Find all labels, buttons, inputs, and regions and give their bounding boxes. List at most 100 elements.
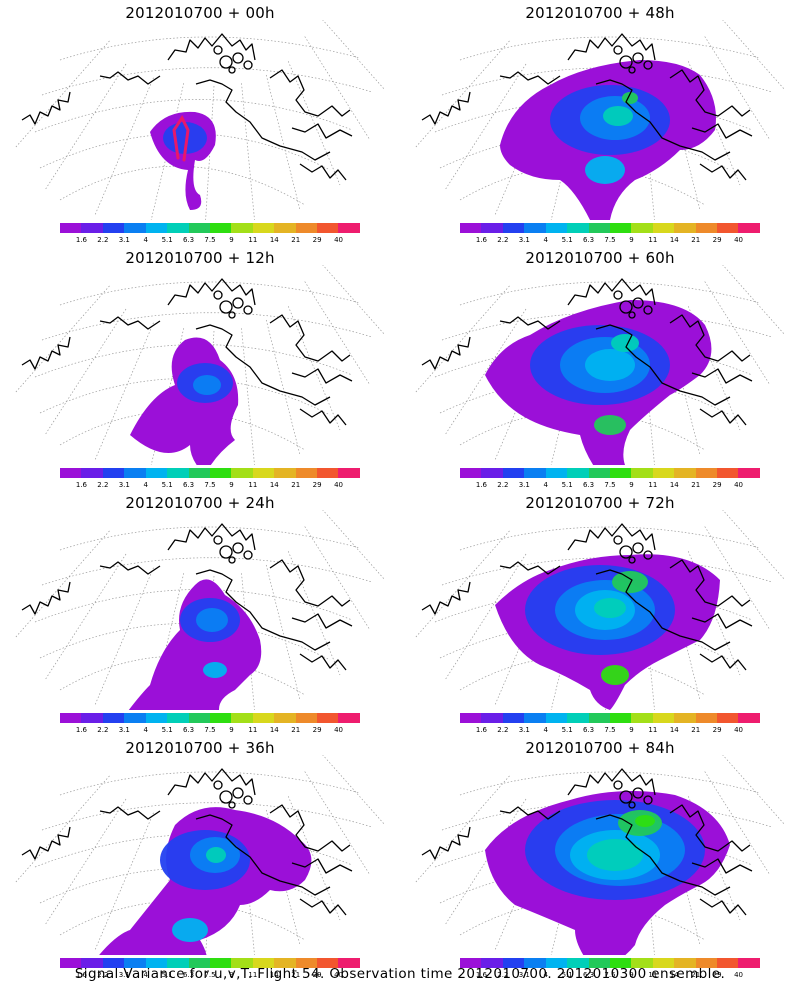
colorbar-swatch bbox=[295, 958, 318, 968]
colorbar-swatch bbox=[81, 468, 103, 478]
colorbar-tick-label: 4 bbox=[143, 481, 148, 489]
variance-field bbox=[485, 300, 712, 465]
coastline-segment bbox=[195, 79, 331, 161]
variance-field bbox=[130, 337, 239, 465]
colorbar bbox=[460, 223, 760, 235]
meridian-line bbox=[304, 526, 371, 631]
latitude-line bbox=[459, 771, 761, 796]
colorbar-tick-label: 5.1 bbox=[561, 236, 573, 244]
colorbar-tick-label: 1.6 bbox=[75, 726, 87, 734]
coastline-segment bbox=[499, 806, 561, 820]
colorbar bbox=[60, 468, 360, 480]
latitude-line bbox=[59, 165, 306, 206]
island bbox=[228, 801, 236, 809]
colorbar-tick-label: 11 bbox=[648, 726, 658, 734]
colorbar-labels: 1.6 2.2 3.1 4 5.1 6.3 7.5 9 11 14 21 29 40 bbox=[460, 481, 760, 491]
colorbar-tick-label: 2.2 bbox=[97, 726, 109, 734]
colorbar-swatch bbox=[295, 223, 318, 233]
meridian-line bbox=[722, 510, 786, 581]
variance-contour bbox=[611, 334, 639, 352]
meridian-line bbox=[94, 322, 154, 461]
colorbar-tick-label: 1.6 bbox=[75, 971, 87, 979]
colorbar-tick-label: 11 bbox=[648, 971, 658, 979]
island bbox=[613, 290, 623, 300]
colorbar-labels: 1.6 2.2 3.1 4 5.1 6.3 7.5 9 11 14 21 29 40 bbox=[60, 481, 360, 491]
coastline-segment bbox=[291, 368, 353, 384]
colorbar-swatch bbox=[609, 958, 632, 968]
coastline-segment bbox=[699, 653, 747, 671]
map-panel-84h: 2012010700 + 84h 1.6 2.2 3.1 4 5.1 6.3 7.5 9 11 1… bbox=[400, 735, 800, 980]
colorbar-tick-label: 1.6 bbox=[475, 726, 487, 734]
meridian-line bbox=[444, 308, 527, 436]
colorbar-tick-label: 7.5 bbox=[204, 726, 216, 734]
variance-map bbox=[14, 20, 386, 220]
meridian-line bbox=[287, 551, 341, 676]
colorbar-tick-label: 2.2 bbox=[497, 726, 509, 734]
meridian-line bbox=[722, 755, 786, 826]
latitude-line bbox=[59, 281, 361, 306]
colorbar-tick-label: 21 bbox=[291, 236, 301, 244]
meridian-line bbox=[287, 306, 341, 431]
panel-title: 2012010700 + 00h bbox=[125, 4, 275, 22]
variance-contour bbox=[603, 106, 633, 126]
coastline-segment bbox=[167, 33, 256, 61]
colorbar-tick-label: 3.1 bbox=[118, 726, 130, 734]
meridian-line bbox=[265, 319, 301, 456]
colorbar-tick-label: 1.6 bbox=[475, 481, 487, 489]
colorbar-swatch bbox=[567, 223, 589, 233]
colorbar-swatch bbox=[631, 958, 653, 968]
colorbar-swatch bbox=[60, 958, 82, 968]
colorbar-tick-label: 9 bbox=[629, 236, 634, 244]
meridian-line bbox=[665, 564, 701, 701]
colorbar-labels: 1.6 2.2 3.1 4 5.1 6.3 7.5 9 11 14 21 29 40 bbox=[60, 971, 360, 981]
colorbar-tick-label: 2.2 bbox=[497, 481, 509, 489]
colorbar-tick-label: 21 bbox=[291, 971, 301, 979]
flight-path bbox=[172, 115, 190, 162]
colorbar-swatch bbox=[567, 713, 589, 723]
colorbar-swatch bbox=[231, 468, 253, 478]
meridian-line bbox=[94, 77, 154, 216]
coastline-segment bbox=[595, 569, 731, 651]
colorbar-swatch bbox=[631, 468, 653, 478]
panel-title: 2012010700 + 84h bbox=[525, 739, 675, 757]
colorbar-tick-label: 3.1 bbox=[118, 971, 130, 979]
meridian-line bbox=[304, 281, 371, 386]
colorbar-tick-label: 9 bbox=[629, 726, 634, 734]
colorbar-swatch bbox=[145, 223, 168, 233]
meridian-line bbox=[94, 812, 154, 951]
meridian-line bbox=[444, 553, 527, 681]
graticule bbox=[14, 20, 386, 220]
coastline-segment bbox=[167, 278, 256, 306]
variance-map bbox=[414, 510, 786, 710]
colorbar-swatch bbox=[588, 468, 610, 478]
colorbar-tick-label: 2.2 bbox=[497, 236, 509, 244]
coastline bbox=[21, 278, 353, 426]
colorbar-tick-label: 21 bbox=[291, 481, 301, 489]
colorbar-swatch bbox=[502, 468, 525, 478]
meridian-line bbox=[14, 775, 110, 884]
meridian-line bbox=[287, 796, 341, 921]
coastline-segment bbox=[691, 368, 753, 384]
colorbar-swatch bbox=[567, 958, 589, 968]
colorbar-tick-label: 29 bbox=[312, 726, 322, 734]
colorbar-tick-label: 14 bbox=[269, 726, 279, 734]
colorbar-tick-label: 1.6 bbox=[75, 481, 87, 489]
island bbox=[632, 52, 644, 64]
coastline-segment bbox=[691, 123, 753, 139]
colorbar-tick-label: 6.3 bbox=[182, 726, 195, 734]
island bbox=[243, 60, 253, 70]
colorbar-swatch bbox=[145, 468, 168, 478]
colorbar-tick-label: 11 bbox=[648, 481, 658, 489]
island bbox=[228, 556, 236, 564]
colorbar-tick-label: 14 bbox=[669, 971, 679, 979]
colorbar-swatch bbox=[167, 713, 189, 723]
island bbox=[619, 545, 633, 559]
island bbox=[643, 795, 653, 805]
island bbox=[643, 60, 653, 70]
colorbar-tick-label: 2.2 bbox=[97, 971, 109, 979]
colorbar-tick-label: 29 bbox=[712, 726, 722, 734]
colorbar-tick-label: 1.6 bbox=[475, 971, 487, 979]
colorbar-swatch bbox=[717, 713, 739, 723]
colorbar-swatch bbox=[524, 958, 546, 968]
colorbar-swatch bbox=[545, 713, 568, 723]
